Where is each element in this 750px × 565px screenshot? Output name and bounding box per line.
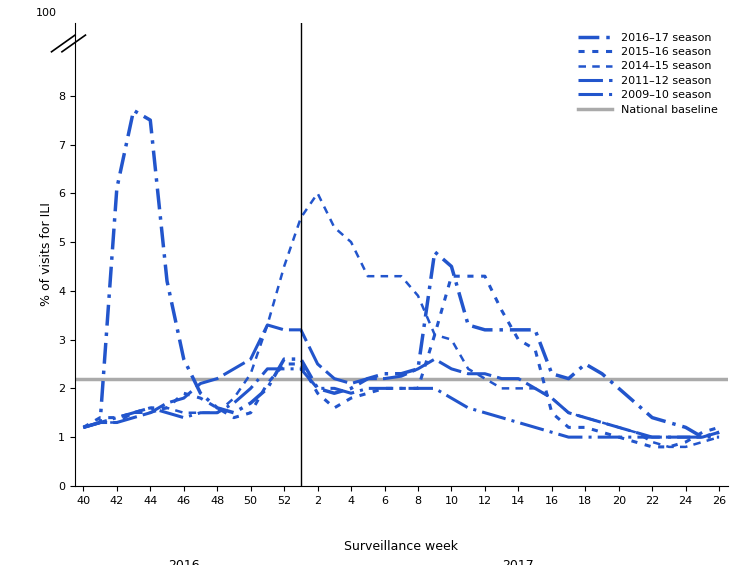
Text: 100: 100 <box>36 8 57 18</box>
Text: 2017: 2017 <box>503 559 534 565</box>
X-axis label: Surveillance week: Surveillance week <box>344 540 458 553</box>
Text: 2016: 2016 <box>168 559 200 565</box>
Legend: 2016–17 season, 2015–16 season, 2014–15 season, 2011–12 season, 2009–10 season, : 2016–17 season, 2015–16 season, 2014–15 … <box>574 28 722 119</box>
Y-axis label: % of visits for ILI: % of visits for ILI <box>40 202 53 306</box>
